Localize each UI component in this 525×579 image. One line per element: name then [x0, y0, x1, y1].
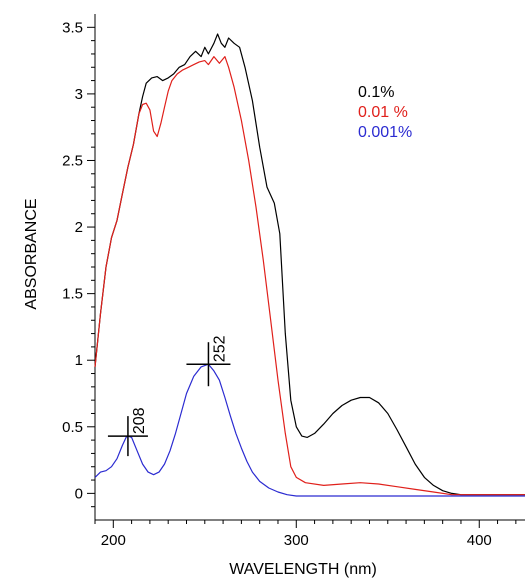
axes: 0 0.5 1 1.5 2 2.5 3 3.5 200 300 400 — [62, 14, 525, 549]
legend: 0.1% 0.01 % 0.001% — [358, 84, 412, 141]
peak-label-252: 252 — [211, 335, 228, 362]
y-tick-label: 2 — [75, 219, 83, 236]
annotation-layer: 208 252 — [107, 335, 231, 457]
x-tick-label: 300 — [284, 532, 309, 549]
y-tick-label: 3.5 — [62, 19, 83, 36]
legend-entry-1: 0.01 % — [358, 104, 408, 121]
y-tick-label: 1.5 — [62, 286, 83, 303]
series-line-2 — [94, 363, 525, 497]
peak-label-208: 208 — [131, 407, 148, 434]
x-tick-label: 200 — [101, 532, 126, 549]
series-line-1 — [94, 56, 525, 496]
legend-entry-2: 0.001% — [358, 124, 412, 141]
x-tick-label: 400 — [467, 532, 492, 549]
y-tick-label: 3 — [75, 86, 83, 103]
y-axis-title: ABSORBANCE — [23, 198, 40, 309]
legend-entry-0: 0.1% — [358, 84, 394, 101]
series-line-0 — [94, 33, 525, 496]
y-tick-label: 2.5 — [62, 152, 83, 169]
y-tick-label: 1 — [75, 352, 83, 369]
y-tick-label: 0 — [75, 485, 83, 502]
y-tick-label: 0.5 — [62, 419, 83, 436]
series-layer — [94, 33, 525, 497]
x-axis-title: WAVELENGTH (nm) — [229, 561, 377, 578]
